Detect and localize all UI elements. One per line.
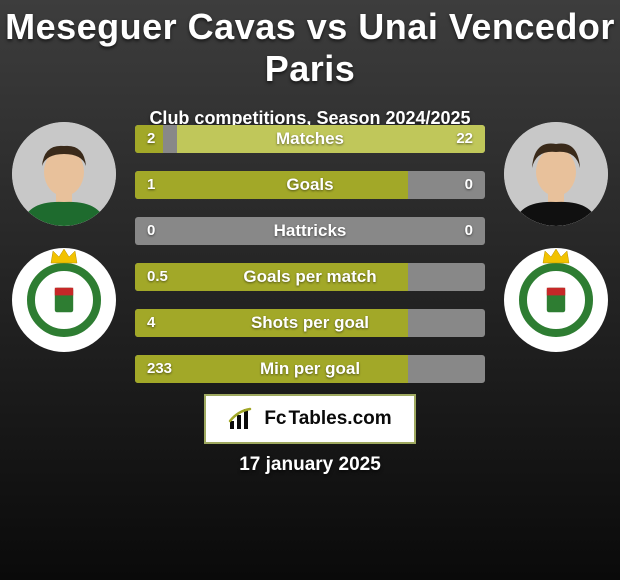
stat-row: 222Matches [135,125,485,153]
player-right-icon [504,122,608,226]
crest-icon [515,259,597,341]
stat-label: Matches [135,125,485,153]
player-right-avatar [504,122,608,226]
stat-label: Goals per match [135,263,485,291]
crown-icon [49,248,79,265]
stat-label: Hattricks [135,217,485,245]
branding-text-right: Tables.com [289,408,392,430]
stat-label: Min per goal [135,355,485,383]
stat-row: 00Hattricks [135,217,485,245]
crown-icon [541,248,571,265]
stat-row: 233Min per goal [135,355,485,383]
branding-text: FcTables.com [264,408,391,430]
comparison-card: Meseguer Cavas vs Unai Vencedor Paris Cl… [0,0,620,580]
stats-bars: 222Matches 10Goals 00Hattricks 0.5Goals per… [135,125,485,383]
stat-label: Goals [135,171,485,199]
crest-ring [27,263,101,337]
crest-icon [23,259,105,341]
branding-text-left: Fc [264,408,286,430]
crest-ring [519,263,593,337]
club-left-crest [12,248,116,352]
right-avatars [500,122,612,374]
player-left-avatar [12,122,116,226]
stat-row: 0.5Goals per match [135,263,485,291]
branding-badge: FcTables.com [204,394,416,444]
club-right-crest [504,248,608,352]
player-left-icon [12,122,116,226]
left-avatars [8,122,120,374]
stat-row: 10Goals [135,171,485,199]
stat-row: 4Shots per goal [135,309,485,337]
date-label: 17 january 2025 [0,454,620,476]
stat-label: Shots per goal [135,309,485,337]
branding-logo-icon [228,407,258,431]
page-title: Meseguer Cavas vs Unai Vencedor Paris [0,0,620,90]
